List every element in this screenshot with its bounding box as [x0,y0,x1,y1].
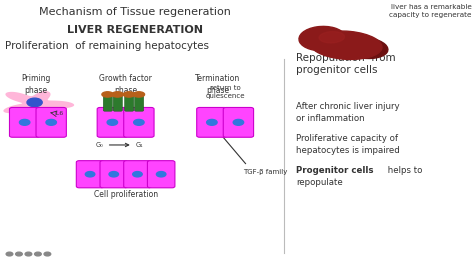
Text: Proliferative capacity of
hepatocytes is impaired: Proliferative capacity of hepatocytes is… [296,134,400,155]
Circle shape [16,252,22,256]
Text: Progenitor cells: Progenitor cells [296,166,374,175]
Text: Growth factor
phase: Growth factor phase [99,74,152,95]
Circle shape [25,252,32,256]
Ellipse shape [102,92,113,97]
FancyBboxPatch shape [135,95,144,111]
FancyBboxPatch shape [36,107,66,137]
Ellipse shape [123,92,135,97]
FancyBboxPatch shape [197,107,227,137]
Text: TGF-β family: TGF-β family [243,169,287,175]
Text: IL6: IL6 [55,111,64,116]
Circle shape [134,119,144,125]
Ellipse shape [112,92,123,97]
Ellipse shape [133,92,145,97]
Circle shape [133,172,142,177]
Circle shape [107,119,118,125]
Text: repopulate: repopulate [296,178,343,187]
Circle shape [207,119,217,125]
Text: LIVER REGENERATION: LIVER REGENERATION [67,25,203,35]
FancyBboxPatch shape [147,161,175,188]
Text: Termination
phase: Termination phase [195,74,241,95]
Circle shape [27,98,42,107]
Polygon shape [3,91,74,118]
FancyBboxPatch shape [100,161,128,188]
FancyBboxPatch shape [223,107,254,137]
Text: Mechanism of Tissue regeneration: Mechanism of Tissue regeneration [39,7,231,17]
FancyBboxPatch shape [103,95,112,111]
FancyBboxPatch shape [125,95,134,111]
Circle shape [35,252,41,256]
Text: liver has a remarkable
capacity to regenerate: liver has a remarkable capacity to regen… [389,4,472,18]
Text: helps to: helps to [385,166,423,175]
Circle shape [46,119,56,125]
Circle shape [109,172,118,177]
FancyBboxPatch shape [76,161,104,188]
Circle shape [156,172,166,177]
Text: Cell proliferation: Cell proliferation [93,190,158,199]
Ellipse shape [310,31,382,59]
FancyBboxPatch shape [124,107,154,137]
FancyBboxPatch shape [97,107,128,137]
Text: After chronic liver injury
or inflammation: After chronic liver injury or inflammati… [296,102,400,123]
Circle shape [19,119,30,125]
FancyBboxPatch shape [9,107,40,137]
Circle shape [233,119,244,125]
FancyBboxPatch shape [113,95,122,111]
Text: G₁: G₁ [136,142,144,148]
Ellipse shape [319,32,345,43]
Text: Priming
phase: Priming phase [21,74,50,95]
Text: G₀: G₀ [96,142,103,148]
Text: return to
quiescence: return to quiescence [205,85,245,99]
Text: Proliferation  of remaining hepatocytes: Proliferation of remaining hepatocytes [5,41,209,51]
Circle shape [44,252,51,256]
Circle shape [6,252,13,256]
Text: Repopulation  from
progenitor cells: Repopulation from progenitor cells [296,53,396,75]
Ellipse shape [342,37,388,59]
Circle shape [85,172,95,177]
FancyBboxPatch shape [124,161,151,188]
Ellipse shape [299,26,346,51]
